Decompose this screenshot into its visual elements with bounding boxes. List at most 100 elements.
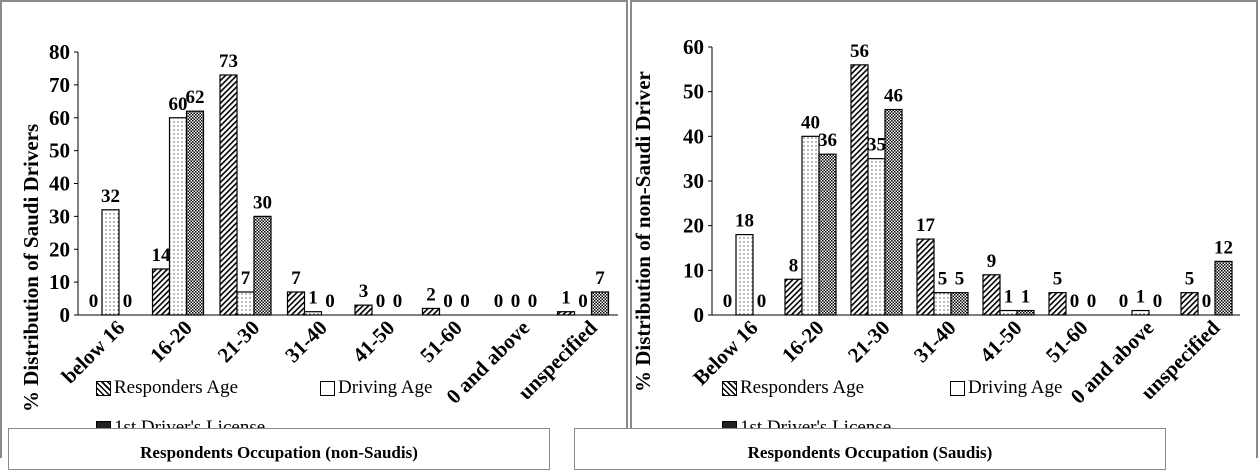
bar: [1048, 292, 1067, 316]
data-label: 0: [393, 291, 403, 312]
data-label: 60: [169, 94, 188, 115]
data-label: 7: [291, 268, 301, 289]
occupation-panel-non-saudis: Respondents Occupation (non-Saudis): [8, 428, 550, 470]
bar: [801, 135, 820, 316]
bar: [784, 278, 803, 316]
data-label: 0: [1119, 291, 1129, 312]
bar: [850, 64, 869, 316]
data-label: 36: [818, 130, 837, 151]
bar: [354, 304, 373, 316]
data-label: 8: [789, 255, 799, 276]
legend-item-driving-age: Driving Age: [320, 377, 432, 399]
legend-label: Responders Age: [740, 377, 865, 398]
data-label: 0: [1153, 291, 1163, 312]
bar: [151, 268, 171, 316]
y-tick-label: 60: [683, 35, 704, 59]
y-tick-label: 40: [49, 172, 70, 196]
y-tick-label: 50: [49, 139, 70, 163]
bar: [590, 291, 610, 316]
y-axis-title: % Distribution of Saudi Drivers: [19, 123, 43, 412]
data-label: 1: [1021, 287, 1031, 308]
data-label: 56: [850, 41, 869, 62]
bar: [219, 74, 238, 316]
x-tick-label: 16-20: [145, 316, 197, 368]
data-label: 0: [494, 291, 504, 312]
bar: [253, 215, 272, 316]
bar: [303, 311, 323, 316]
bar: [867, 158, 886, 316]
y-tick-label: 0: [694, 303, 705, 327]
data-label: 7: [595, 268, 605, 289]
data-label: 5: [1053, 269, 1063, 290]
bar: [1214, 260, 1233, 316]
data-label: 0: [578, 291, 588, 312]
y-tick-label: 70: [49, 73, 70, 97]
y-tick-label: 40: [683, 124, 704, 148]
data-label: 17: [916, 215, 936, 236]
chart-panel-saudi: 0 10 20 30 40 50 60 70 80 0 32 0 below 16 14 60 62 16-20…: [0, 0, 628, 458]
bar: [236, 291, 255, 316]
data-label: 1: [561, 288, 571, 309]
legend-item-responders-age: Responders Age: [722, 377, 864, 399]
x-tick-label: 51-60: [1041, 316, 1093, 368]
y-tick-label: 80: [49, 40, 70, 64]
data-label: 1: [1136, 287, 1146, 308]
legend-label: Driving Age: [338, 377, 433, 398]
bar: [982, 274, 1001, 316]
occupation-title: Respondents Occupation (non-Saudis): [140, 443, 418, 462]
legend-swatch-dots: [950, 380, 965, 396]
data-label: 0: [757, 291, 767, 312]
data-label: 0: [376, 291, 386, 312]
bar: [185, 110, 205, 316]
bar: [999, 309, 1018, 316]
data-label: 30: [253, 192, 272, 213]
data-label: 46: [884, 86, 903, 107]
legend-swatch-diagonal: [96, 380, 111, 396]
x-tick-label: 16-20: [777, 316, 829, 368]
legend-label: Responders Age: [114, 377, 239, 398]
data-label: 1: [308, 288, 318, 309]
y-axis-title: % Distribution of non-Saudi Driver: [631, 71, 655, 392]
bar: [1016, 309, 1035, 316]
data-label: 5: [955, 269, 965, 290]
x-tick-label: 41-50: [348, 316, 400, 368]
legend-swatch-diagonal: [722, 380, 737, 396]
bar: [421, 307, 441, 316]
data-label: 0: [460, 291, 470, 312]
bar: [950, 292, 969, 316]
bar: [818, 153, 837, 316]
bar: [916, 238, 935, 316]
y-tick-label: 10: [683, 258, 704, 282]
x-tick-label: 21-30: [843, 316, 895, 368]
y-tick-label: 20: [683, 214, 704, 238]
bar: [286, 291, 306, 316]
x-tick-label: 21-30: [213, 316, 265, 368]
data-label: 62: [186, 87, 205, 108]
data-label: 0: [1070, 291, 1080, 312]
chart-panel-non-saudi: 0 10 20 30 40 50 60 0 18 0 Below 16 8 40 36 16-20 56 35 4…: [630, 0, 1258, 458]
y-tick-label: 30: [683, 169, 704, 193]
data-label: 0: [511, 291, 521, 312]
data-label: 0: [89, 291, 99, 312]
legend-label: Driving Age: [968, 377, 1063, 398]
data-label: 0: [1087, 291, 1097, 312]
x-tick-label: 51-60: [415, 316, 467, 368]
data-label: 35: [867, 135, 886, 156]
bar: [1180, 292, 1199, 316]
data-label: 12: [1214, 237, 1233, 258]
legend-item-responders-age: Responders Age: [96, 377, 238, 399]
bar: [933, 292, 952, 316]
bar: [735, 234, 754, 316]
y-tick-label: 20: [49, 237, 70, 261]
y-tick-label: 10: [49, 270, 70, 294]
chart-frame: [630, 0, 1258, 458]
data-label: 0: [443, 291, 453, 312]
bar: [168, 117, 188, 316]
data-label: 5: [1185, 269, 1195, 290]
data-label: 3: [359, 281, 369, 302]
y-tick-label: 0: [60, 303, 71, 327]
data-label: 14: [152, 245, 172, 266]
data-label: 0: [528, 291, 538, 312]
